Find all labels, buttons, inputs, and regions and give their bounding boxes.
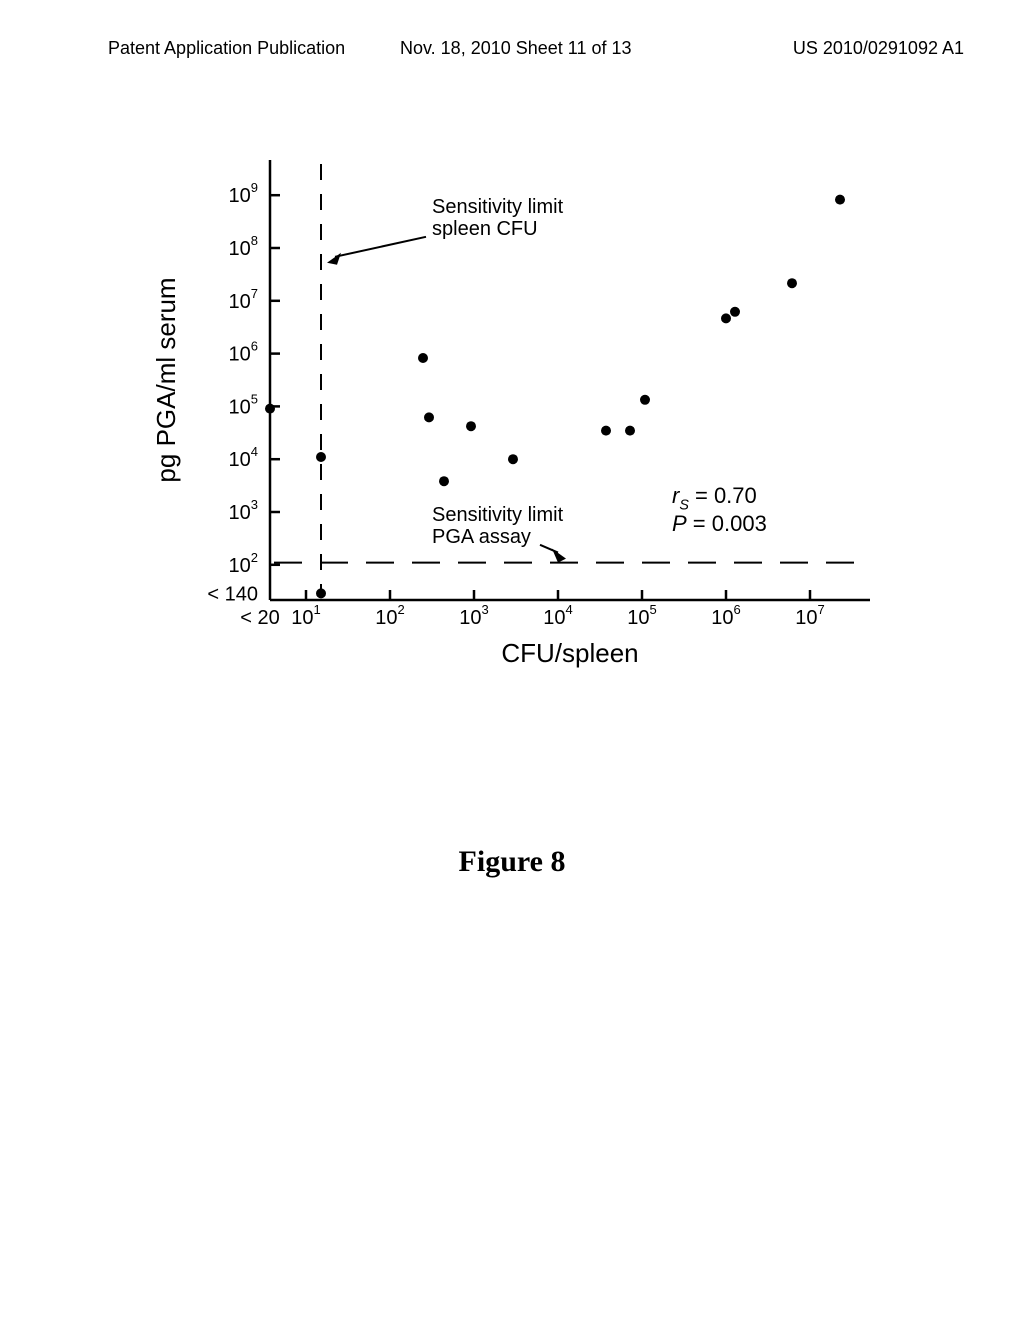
svg-text:102: 102 [375,602,404,629]
svg-text:PGA assay: PGA assay [432,526,531,548]
svg-text:CFU/spleen: CFU/spleen [501,638,638,668]
svg-text:rS = 0.70: rS = 0.70 [672,483,757,513]
svg-text:spleen CFU: spleen CFU [432,218,538,240]
header-center: Nov. 18, 2010 Sheet 11 of 13 [400,38,632,59]
svg-text:103: 103 [229,497,258,524]
chart-svg: 102 103 104 105 106 107 108 109 < 140 101 102 103 10… [120,140,910,700]
svg-text:106: 106 [229,339,258,366]
svg-text:107: 107 [229,286,258,313]
svg-text:Sensitivity limit: Sensitivity limit [432,196,564,218]
figure-caption: Figure 8 [0,845,1024,879]
svg-text:106: 106 [711,602,740,629]
svg-text:107: 107 [795,602,824,629]
svg-text:105: 105 [229,391,258,418]
svg-text:< 20: < 20 [240,607,279,629]
svg-text:103: 103 [459,602,488,629]
svg-text:109: 109 [229,180,258,207]
svg-text:104: 104 [543,602,572,629]
header-left: Patent Application Publication [108,38,345,59]
header-right: US 2010/0291092 A1 [793,38,964,59]
svg-text:105: 105 [627,602,656,629]
svg-text:102: 102 [229,550,258,577]
svg-text:104: 104 [229,444,258,471]
figure-8-chart: 102 103 104 105 106 107 108 109 < 140 101 102 103 10… [120,140,910,700]
svg-text:108: 108 [229,233,258,260]
svg-text:pg PGA/ml serum: pg PGA/ml serum [151,277,181,482]
svg-text:< 140: < 140 [207,583,258,605]
svg-text:101: 101 [291,602,320,629]
svg-text:P = 0.003: P = 0.003 [672,511,767,536]
svg-text:Sensitivity limit: Sensitivity limit [432,504,564,526]
